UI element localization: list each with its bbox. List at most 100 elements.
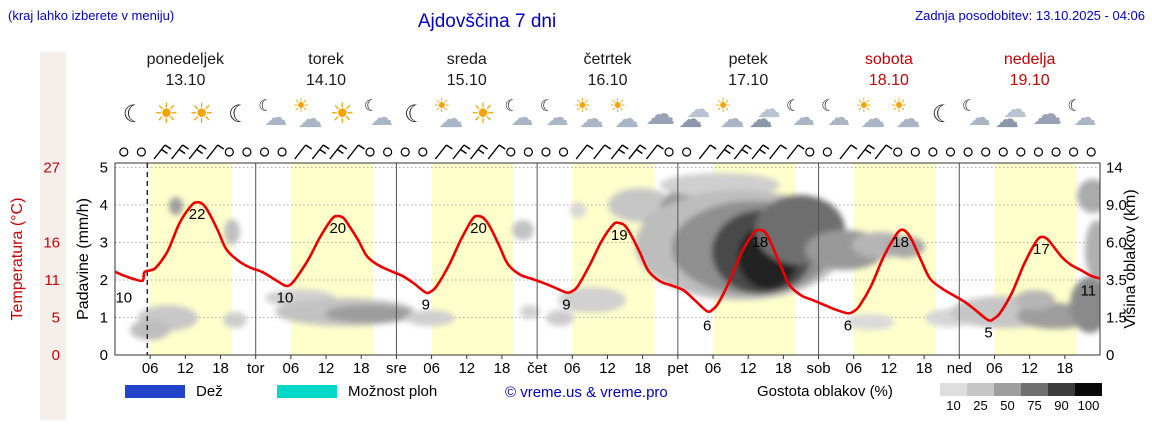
x-axis-label: 12 bbox=[740, 360, 757, 377]
x-axis-label: 06 bbox=[283, 360, 300, 377]
cloud-density-blob bbox=[130, 320, 170, 340]
cloud-glyph: ☁ bbox=[748, 105, 773, 133]
day-date: 15.10 bbox=[446, 72, 487, 89]
cloud-glyph: ☁ bbox=[1032, 97, 1063, 132]
wind-barb-icon bbox=[575, 144, 594, 160]
wind-calm-icon bbox=[136, 147, 146, 157]
wind-barb-icon bbox=[839, 144, 858, 160]
wind-calm-icon bbox=[418, 147, 428, 157]
precipitation-axis-tick: 4 bbox=[100, 197, 108, 214]
cloud-glyph: ☁ bbox=[791, 105, 815, 131]
wind-calm-icon bbox=[893, 147, 903, 157]
wind-calm-icon bbox=[998, 147, 1008, 157]
moon-glyph: ☾ bbox=[363, 96, 379, 115]
weather-icon-clouds: ☁ ☁ bbox=[678, 96, 712, 136]
wind-calm-icon bbox=[822, 147, 832, 157]
cloud-scale-segment bbox=[994, 383, 1021, 396]
temperature-value-label: 5 bbox=[984, 324, 992, 341]
weather-icon-moon-cloud: ☾ ☁ bbox=[784, 96, 818, 136]
wind-calm-icon bbox=[1069, 147, 1079, 157]
cloud-density-blob bbox=[845, 314, 895, 330]
cloud-scale-segment bbox=[940, 383, 967, 396]
cloud-density-blob bbox=[1085, 220, 1100, 280]
weather-icon-moon-cloud: ☾ ☁ bbox=[256, 96, 290, 136]
sun-glyph: ☀ bbox=[188, 97, 215, 130]
cloud-height-axis-tick: 1.5 bbox=[1106, 310, 1127, 327]
x-axis-label: 06 bbox=[986, 360, 1003, 377]
cloud-density-blob bbox=[224, 219, 240, 245]
cloud-scale-segment bbox=[1021, 383, 1048, 396]
location-menu-hint[interactable]: (kraj lahko izberete v meniju) bbox=[8, 8, 175, 23]
wind-barb-icon bbox=[628, 144, 647, 160]
x-axis-label: pet bbox=[667, 360, 689, 377]
temperature-axis-tick: 0 bbox=[52, 347, 60, 364]
wind-barb-icon bbox=[786, 144, 805, 160]
wind-calm-icon bbox=[664, 147, 674, 157]
wind-calm-icon bbox=[1086, 147, 1096, 157]
moon-glyph: ☾ bbox=[404, 100, 426, 128]
cloud-scale-label: 90 bbox=[1054, 398, 1069, 413]
cloud-density-blob bbox=[169, 197, 183, 215]
wind-calm-icon bbox=[277, 147, 287, 157]
weather-icon-moon: ☾ bbox=[221, 96, 255, 136]
precipitation-axis-tick: 2 bbox=[100, 272, 108, 289]
weather-icon-sun-cloud: ☀ ☁ bbox=[890, 96, 924, 136]
cloud-density-blob bbox=[570, 202, 586, 218]
wind-calm-icon bbox=[224, 147, 234, 157]
wind-barb-icon bbox=[171, 144, 189, 160]
precipitation-axis-tick: 5 bbox=[100, 160, 108, 177]
x-axis-label: 06 bbox=[564, 360, 581, 377]
wind-calm-icon bbox=[1016, 147, 1026, 157]
cloud-density-blob bbox=[223, 312, 247, 328]
temperature-value-label: 22 bbox=[189, 206, 206, 223]
temperature-value-label: 9 bbox=[422, 297, 430, 314]
wind-barb-icon bbox=[751, 144, 770, 160]
sun-glyph: ☀ bbox=[714, 95, 732, 117]
x-axis-label: čet bbox=[527, 360, 548, 377]
x-axis-label: 18 bbox=[775, 360, 792, 377]
cloud-scale-segment bbox=[1048, 383, 1075, 396]
moon-glyph: ☾ bbox=[504, 96, 519, 115]
weather-icon-moon-cloud: ☾ ☁ bbox=[819, 96, 853, 136]
x-axis-label: 06 bbox=[423, 360, 440, 377]
showers-legend-swatch bbox=[277, 385, 337, 398]
wind-calm-icon bbox=[981, 147, 991, 157]
cloud-glyph: ☁ bbox=[510, 105, 534, 131]
cloud-scale-label: 50 bbox=[1000, 398, 1015, 413]
x-axis-label: 12 bbox=[318, 360, 335, 377]
cloud-scale-label: 100 bbox=[1077, 398, 1100, 413]
wind-barb-icon bbox=[434, 144, 453, 160]
temperature-value-label: 11 bbox=[1080, 283, 1096, 300]
day-name: nedelja bbox=[1003, 51, 1056, 68]
copyright-link[interactable]: © vreme.us & vreme.pro bbox=[505, 384, 668, 401]
day-name: sreda bbox=[446, 51, 487, 68]
cloud-height-axis-tick: 0 bbox=[1106, 347, 1114, 364]
wind-barb-icon bbox=[733, 144, 752, 160]
day-header: četrtek 16.10 bbox=[537, 50, 678, 90]
weather-icon-sun-cloud: ☀ ☁ bbox=[573, 96, 607, 136]
day-date: 18.10 bbox=[868, 72, 909, 89]
wind-barb-icon bbox=[206, 144, 225, 160]
cloud-glyph: ☁ bbox=[614, 104, 640, 133]
day-date: 14.10 bbox=[306, 72, 347, 89]
sun-glyph: ☀ bbox=[890, 95, 908, 117]
wind-barb-icon bbox=[645, 144, 664, 160]
moon-glyph: ☾ bbox=[1067, 96, 1082, 115]
cloud-glyph: ☁ bbox=[995, 105, 1020, 133]
wind-calm-icon bbox=[506, 147, 516, 157]
cloud-glyph: ☁ bbox=[678, 105, 703, 133]
day-header: petek 17.10 bbox=[678, 50, 819, 90]
cloud-glyph: ☁ bbox=[860, 104, 886, 133]
temperature-axis-tick: 5 bbox=[52, 310, 60, 327]
temperature-value-label: 18 bbox=[752, 234, 769, 251]
temperature-value-label: 6 bbox=[844, 317, 852, 334]
wind-calm-icon bbox=[400, 147, 410, 157]
moon-glyph: ☾ bbox=[931, 100, 954, 128]
x-axis-label: 18 bbox=[634, 360, 651, 377]
weather-icon-moon-cloud: ☾ ☁ bbox=[538, 96, 572, 136]
moon-glyph: ☾ bbox=[228, 100, 250, 128]
wind-calm-icon bbox=[1051, 147, 1061, 157]
wind-barb-icon bbox=[188, 144, 207, 160]
wind-calm-icon bbox=[242, 147, 252, 157]
